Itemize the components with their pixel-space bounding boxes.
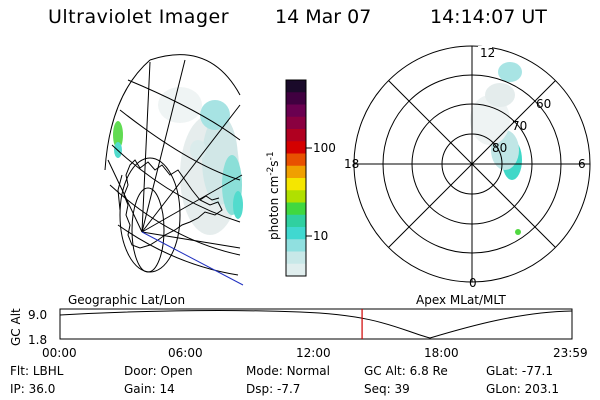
colorbar-swatch (286, 104, 306, 118)
date-readout: 14 Mar 07 (275, 6, 372, 28)
colorbar-swatch (286, 80, 306, 93)
left-emission (113, 87, 243, 235)
info-gain: Gain: 14 (124, 382, 175, 396)
xtick-0000: 00:00 (42, 346, 77, 360)
altitude-curve (59, 310, 573, 339)
mlat-label-70: 70 (512, 119, 527, 133)
colorbar-swatch (286, 116, 306, 130)
colorbar-swatch (286, 129, 306, 142)
colorbar-swatch (286, 165, 306, 179)
info-gc-alt: GC Alt: 6.8 Re (364, 364, 448, 378)
colorbar-tick-10: 10 (313, 229, 328, 243)
left-map-label: Geographic Lat/Lon (68, 293, 185, 307)
colorbar-swatch (286, 227, 306, 240)
sun-line (141, 231, 244, 286)
info-glat: GLat: -77.1 (486, 364, 553, 378)
altitude-ylabel: GC Alt (9, 308, 23, 346)
mlat-label-80: 80 (492, 141, 507, 155)
info-glon: GLon: 203.1 (486, 382, 559, 396)
info-door: Door: Open (124, 364, 193, 378)
colorbar-swatch (286, 190, 306, 203)
time-readout: 14:14:07 UT (430, 6, 547, 28)
info-dsp: Dsp: -7.7 (246, 382, 301, 396)
altitude-plot: GC Alt 9.0 1.8 00:00 06:00 12:00 18:00 2… (9, 308, 588, 360)
colorbar-swatch (286, 153, 306, 167)
mlat-label-60: 60 (536, 97, 551, 111)
colorbar-unit: photon cm-2s-1 (266, 151, 281, 240)
xtick-0600: 06:00 (168, 346, 203, 360)
mlat-mlt-map: 12 18 6 0 60 70 80 (344, 45, 591, 290)
info-ip: IP: 36.0 (10, 382, 56, 396)
mlt-label-12: 12 (480, 46, 495, 60)
mlt-label-18: 18 (344, 157, 359, 171)
colorbar-swatch (286, 202, 306, 216)
colorbar-swatch (286, 239, 306, 252)
colorbar-swatch (286, 251, 306, 265)
left-graticule (104, 54, 243, 276)
right-emission (470, 62, 522, 235)
svg-text:photon cm-2s-1: photon cm-2s-1 (266, 151, 281, 240)
xtick-1800: 18:00 (424, 346, 459, 360)
mlt-label-6: 6 (578, 157, 586, 171)
info-flt: Flt: LBHL (10, 364, 64, 378)
colorbar-swatch (286, 214, 306, 228)
colorbar-swatch (286, 141, 306, 154)
xtick-1200: 12:00 (296, 346, 331, 360)
colorbar-swatch (286, 92, 306, 105)
mlt-label-0: 0 (469, 276, 477, 290)
altitude-ytick-low: 1.8 (28, 333, 47, 347)
xtick-2359: 23:59 (553, 346, 588, 360)
info-mode: Mode: Normal (246, 364, 330, 378)
info-seq: Seq: 39 (364, 382, 410, 396)
altitude-ytick-high: 9.0 (28, 308, 47, 322)
coastline (117, 159, 223, 249)
color-bar: 100 10 photon cm-2s-1 (266, 79, 336, 277)
right-map-label: Apex MLat/MLT (416, 293, 506, 307)
geographic-map (104, 54, 244, 286)
colorbar-swatch (286, 178, 306, 191)
colorbar-tick-100: 100 (313, 141, 336, 155)
colorbar-swatch (286, 263, 306, 277)
app-title: Ultraviolet Imager (48, 6, 230, 28)
